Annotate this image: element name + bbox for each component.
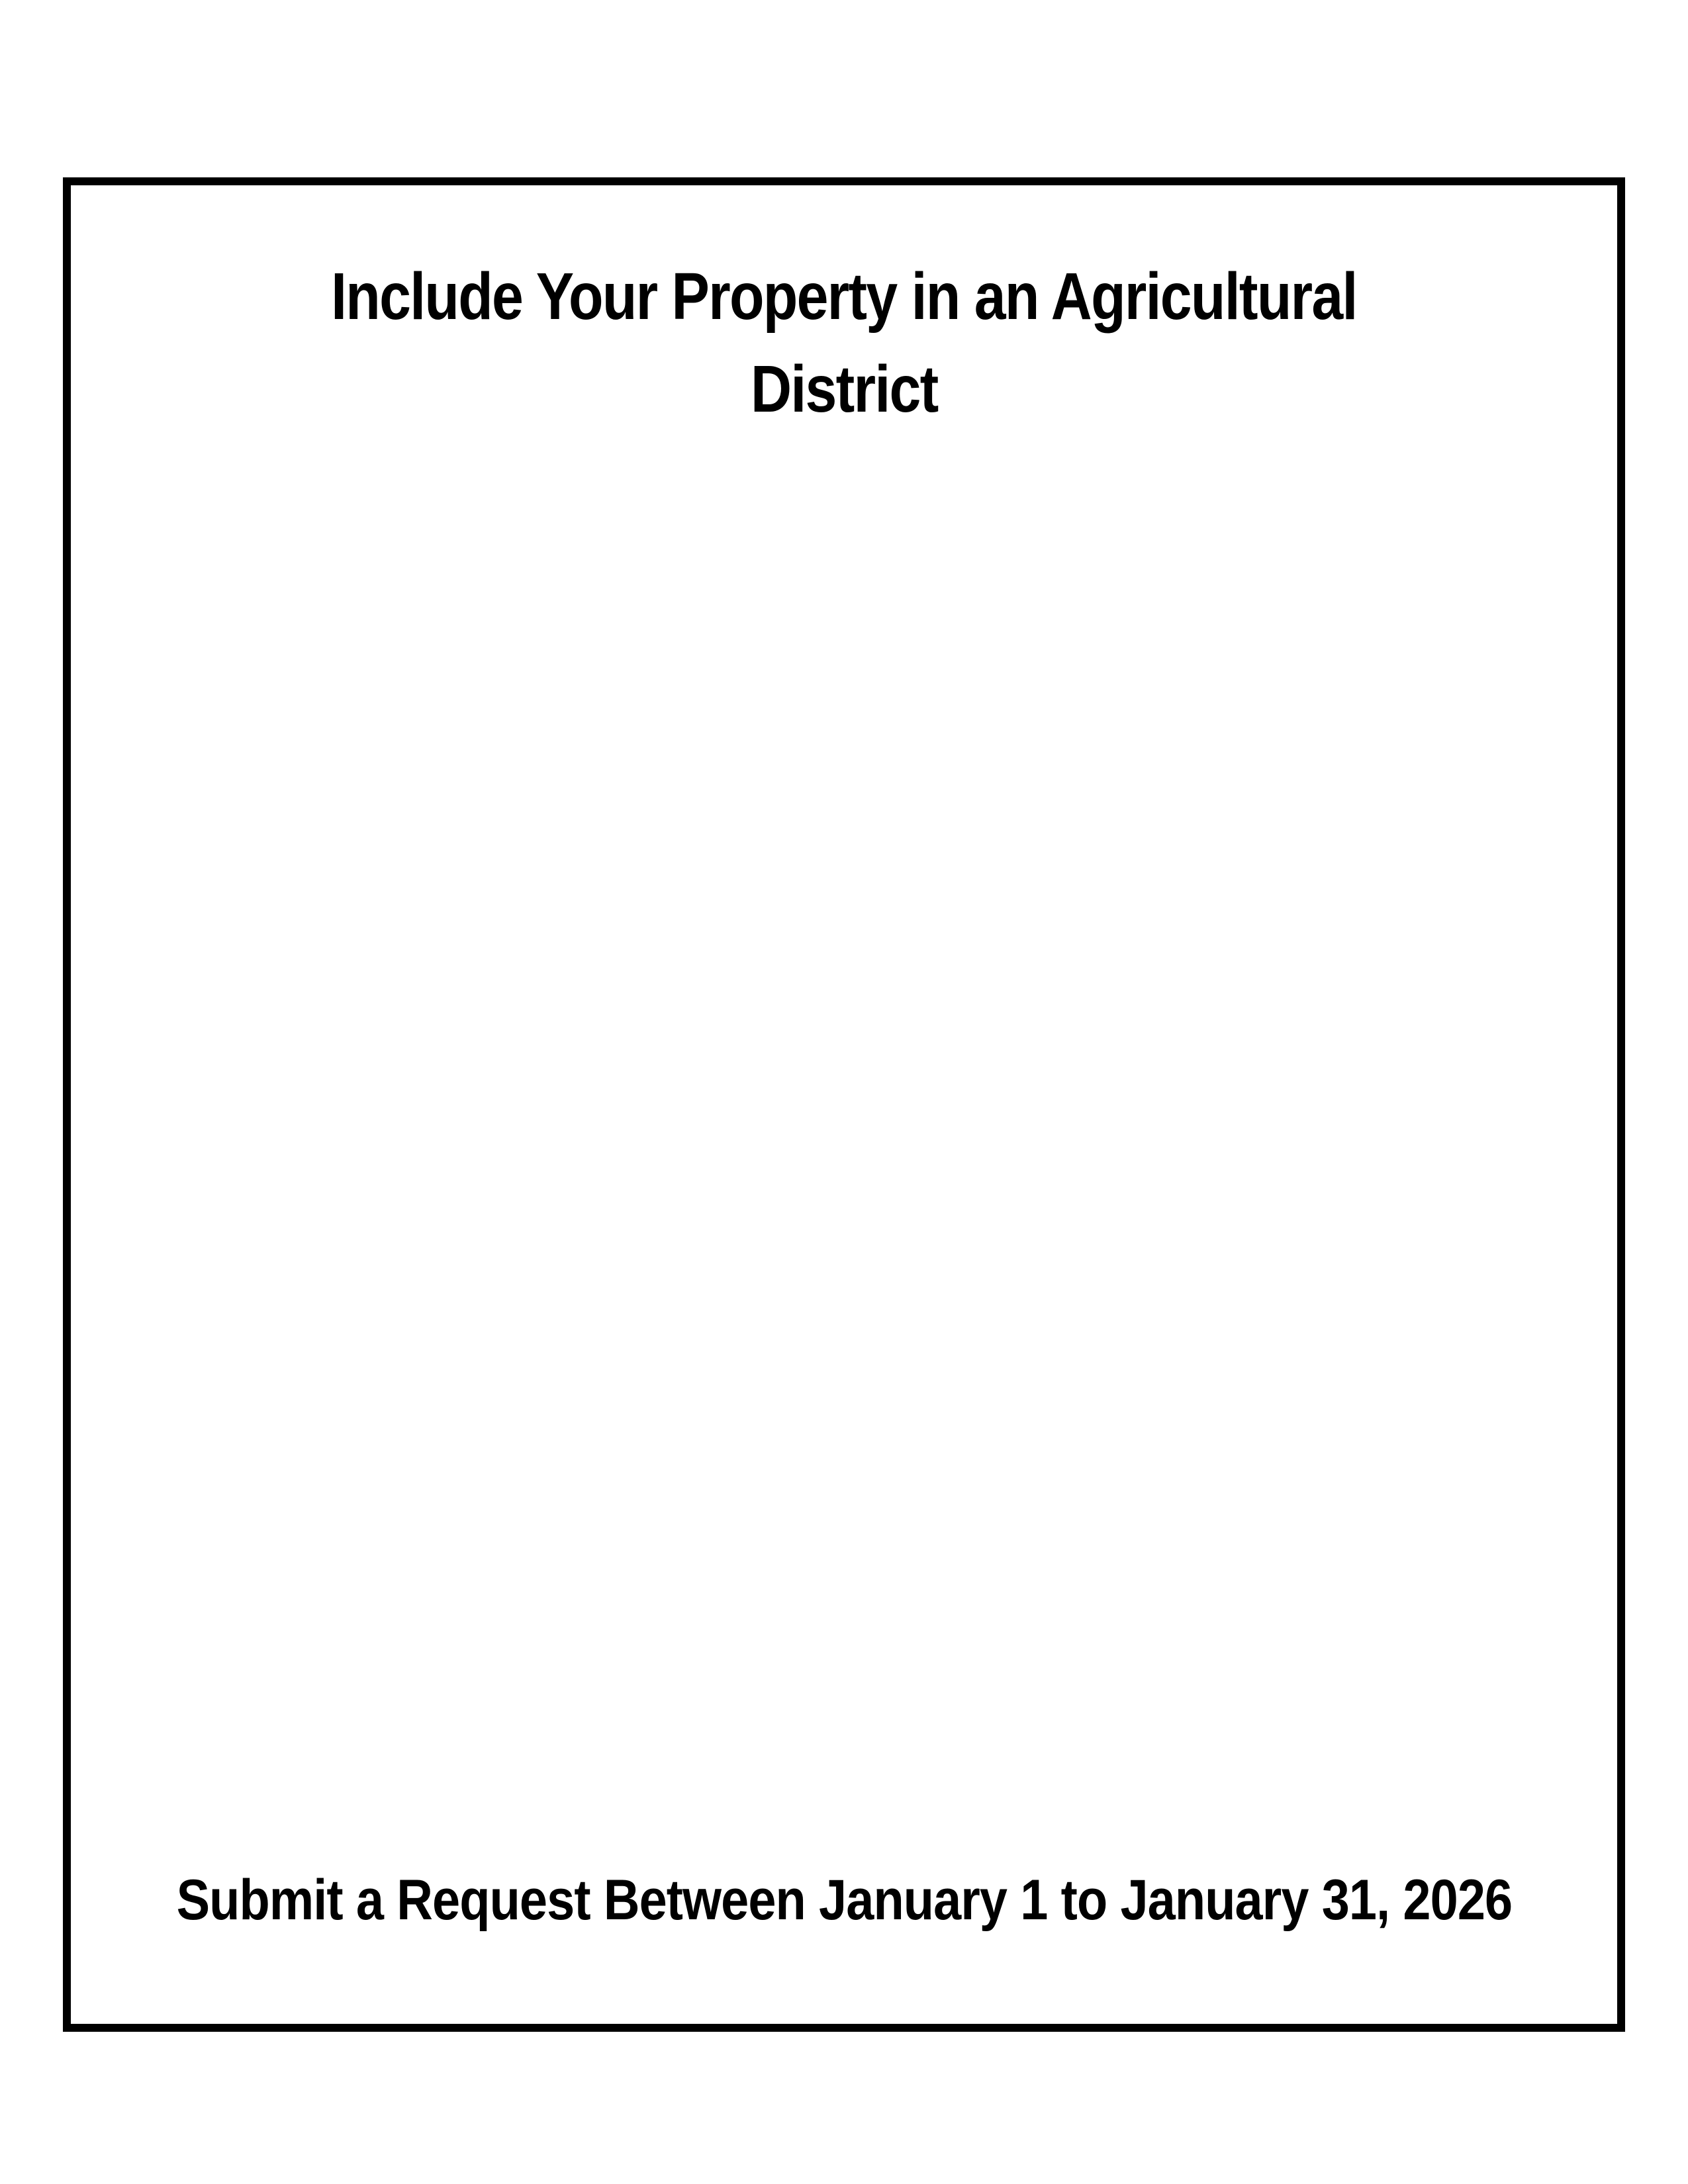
poster-title: Include Your Property in an Agricultural… xyxy=(0,250,1688,435)
title-line-1: Include Your Property in an Agricultural xyxy=(331,259,1358,334)
footer-text: Submit a Request Between January 1 to Ja… xyxy=(176,1868,1513,1932)
title-line-2: District xyxy=(750,352,939,426)
poster-footer: Submit a Request Between January 1 to Ja… xyxy=(0,1868,1688,1933)
poster-frame xyxy=(63,177,1625,2032)
